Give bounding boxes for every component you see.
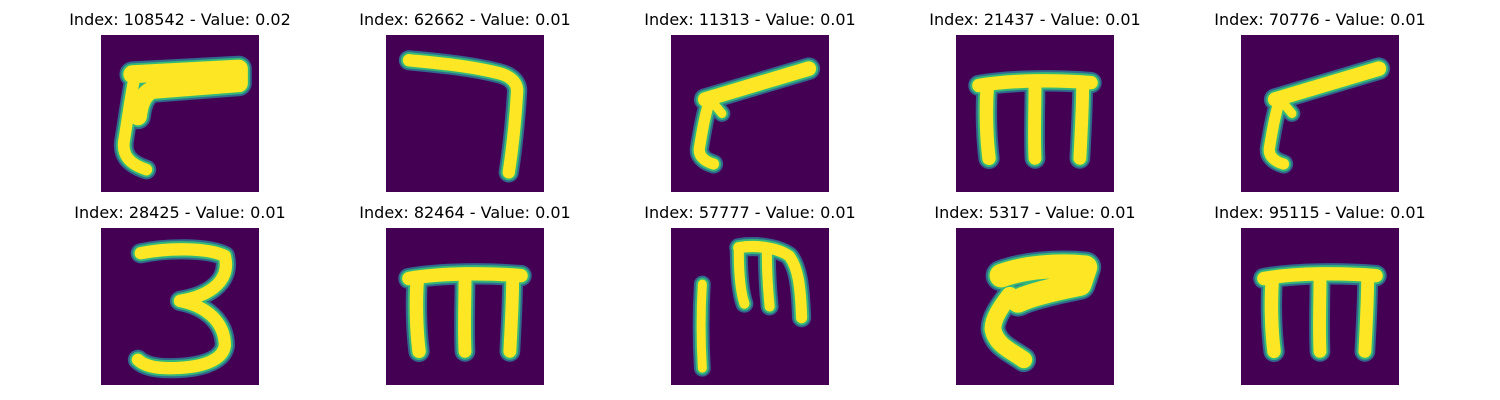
panel-title: Index: 21437 - Value: 0.01	[929, 10, 1141, 29]
grid-panel: Index: 11313 - Value: 0.01	[600, 10, 900, 200]
panel-title: Index: 5317 - Value: 0.01	[934, 203, 1136, 222]
glyph-stroke	[703, 92, 727, 118]
digit-image-m-shape	[956, 35, 1114, 192]
panel-title: Index: 70776 - Value: 0.01	[1214, 10, 1426, 29]
panel-title: Index: 108542 - Value: 0.02	[69, 10, 291, 29]
glyph-stroke	[761, 245, 775, 312]
panel-title: Index: 82464 - Value: 0.01	[359, 203, 571, 222]
grid-panel: Index: 70776 - Value: 0.01	[1170, 10, 1470, 200]
glyph-stroke	[984, 286, 1033, 369]
glyph-stroke	[693, 91, 720, 170]
grid-panel: Index: 82464 - Value: 0.01	[315, 203, 615, 393]
digit-image-m-shape	[1241, 228, 1399, 385]
panel-title: Index: 28425 - Value: 0.01	[74, 203, 286, 222]
glyph-stroke	[503, 272, 520, 358]
glyph-stroke	[696, 279, 707, 373]
grid-panel: Index: 57777 - Value: 0.01	[600, 203, 900, 393]
glyph-stroke	[131, 243, 233, 375]
glyph-stroke	[1073, 79, 1090, 165]
digit-image-thick-hook	[956, 228, 1114, 385]
glyph-stroke	[409, 271, 426, 359]
grid-panel: Index: 5317 - Value: 0.01	[885, 203, 1185, 393]
glyph-stroke	[733, 245, 750, 309]
glyph-stroke	[1273, 92, 1297, 118]
glyph-stroke	[979, 78, 996, 166]
digit-image-hook-left	[101, 35, 259, 192]
panel-title: Index: 11313 - Value: 0.01	[644, 10, 856, 29]
glyph-stroke	[1267, 61, 1387, 107]
grid-panel: Index: 28425 - Value: 0.01	[30, 203, 330, 393]
digit-image-three	[101, 228, 259, 385]
digit-image-seven	[386, 35, 544, 192]
digit-image-split-m	[671, 228, 829, 385]
glyph-stroke	[733, 240, 808, 324]
panel-title: Index: 95115 - Value: 0.01	[1214, 203, 1426, 222]
glyph-stroke	[989, 254, 1098, 313]
glyph-stroke	[697, 61, 817, 107]
glyph-stroke	[1263, 91, 1290, 170]
glyph-stroke	[117, 73, 153, 176]
grid-panel: Index: 95115 - Value: 0.01	[1170, 203, 1470, 393]
panel-title: Index: 62662 - Value: 0.01	[359, 10, 571, 29]
glyph-stroke	[1264, 271, 1281, 359]
digit-image-m-shape	[386, 228, 544, 385]
panel-title: Index: 57777 - Value: 0.01	[644, 203, 856, 222]
glyph-stroke	[402, 54, 524, 179]
glyph-stroke	[123, 59, 248, 126]
digit-image-slanted-seven	[1241, 35, 1399, 192]
grid-panel: Index: 108542 - Value: 0.02	[30, 10, 330, 200]
grid-panel: Index: 62662 - Value: 0.01	[315, 10, 615, 200]
digit-image-slanted-seven	[671, 35, 829, 192]
glyph-stroke	[1358, 272, 1375, 358]
grid-panel: Index: 21437 - Value: 0.01	[885, 10, 1185, 200]
